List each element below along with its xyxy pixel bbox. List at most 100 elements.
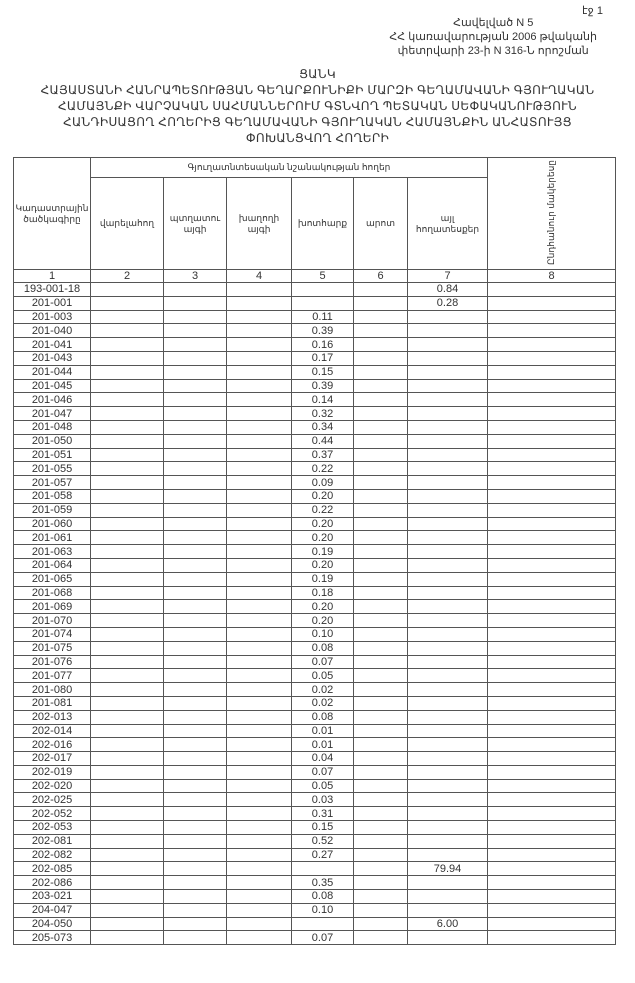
header-pasture: արոտ <box>353 177 408 270</box>
table-row: 201-055 0.22 <box>13 461 617 477</box>
annex-line: փետրվարի 23-ի N 316-Ն որոշման <box>397 45 589 57</box>
vineyard-cell <box>226 557 292 573</box>
table-row: 201-047 0.32 <box>13 406 617 421</box>
cadastral-code-cell: 202-013 <box>13 709 91 725</box>
other-land-cell <box>406 806 489 822</box>
header-hayfield: խոտհարք <box>291 177 354 270</box>
arable-cell <box>90 820 164 835</box>
cadastral-code-cell: 202-025 <box>13 792 91 808</box>
vineyard-cell <box>226 613 292 628</box>
other-land-cell <box>406 433 489 449</box>
cadastral-code-cell: 202-020 <box>13 778 91 794</box>
arable-cell <box>90 516 164 532</box>
arable-cell <box>90 916 164 932</box>
other-land-cell <box>406 902 489 918</box>
other-land-cell <box>406 613 489 628</box>
other-land-cell <box>406 640 489 656</box>
header-total-area: Ընդհանուր մակերեսը <box>487 157 617 270</box>
table-row: 201-068 0.18 <box>13 585 617 601</box>
cadastral-code-cell: 204-047 <box>13 902 91 918</box>
arable-cell <box>90 337 164 352</box>
cadastral-code-cell: 201-075 <box>13 640 91 656</box>
column-number: 8 <box>487 269 617 283</box>
cadastral-code-cell: 201-069 <box>13 599 91 615</box>
vineyard-cell <box>226 930 292 946</box>
hayfield-cell: 0.10 <box>291 626 354 642</box>
cadastral-code-cell: 201-044 <box>13 364 91 380</box>
arable-cell <box>90 544 164 559</box>
vineyard-cell <box>226 323 292 339</box>
arable-cell <box>90 530 164 546</box>
cadastral-code-cell: 201-057 <box>13 475 91 490</box>
hayfield-cell: 0.37 <box>291 447 354 463</box>
other-land-cell <box>406 378 489 394</box>
vineyard-cell <box>226 461 292 477</box>
total-area-cell <box>487 488 617 504</box>
table-row: 201-046 0.14 <box>13 392 617 408</box>
hayfield-cell <box>291 861 354 877</box>
orchard-cell <box>163 861 227 877</box>
hayfield-cell: 0.18 <box>291 585 354 601</box>
vineyard-cell <box>226 364 292 380</box>
hayfield-cell <box>291 916 354 932</box>
table-row: 202-020 0.05 <box>13 778 617 794</box>
cadastral-code-cell: 201-048 <box>13 419 91 435</box>
total-area-cell <box>487 282 617 297</box>
table-row: 202-013 0.08 <box>13 709 617 725</box>
orchard-cell <box>163 778 227 794</box>
arable-cell <box>90 585 164 601</box>
arable-cell <box>90 668 164 684</box>
cadastral-code-cell: 203-021 <box>13 889 91 904</box>
arable-cell <box>90 475 164 490</box>
hayfield-cell: 0.14 <box>291 392 354 408</box>
table-row: 201-061 0.20 <box>13 530 617 546</box>
pasture-cell <box>353 447 408 463</box>
table-row: 201-081 0.02 <box>13 695 617 711</box>
orchard-cell <box>163 516 227 532</box>
other-land-cell <box>406 585 489 601</box>
table-row: 204-050 6.00 <box>13 916 617 932</box>
arable-cell <box>90 751 164 766</box>
vineyard-cell <box>226 737 292 753</box>
total-area-cell <box>487 475 617 490</box>
other-land-cell <box>406 833 489 849</box>
other-land-cell <box>406 889 489 904</box>
arable-cell <box>90 323 164 339</box>
cadastral-code-cell: 201-063 <box>13 544 91 559</box>
vineyard-cell <box>226 764 292 780</box>
hayfield-cell: 0.20 <box>291 613 354 628</box>
other-land-cell <box>406 392 489 408</box>
pasture-cell <box>353 544 408 559</box>
cadastral-code-cell: 202-086 <box>13 875 91 891</box>
arable-cell <box>90 626 164 642</box>
vineyard-cell <box>226 392 292 408</box>
title-line: ՓՈԽԱՆՑՎՈՂ ՀՈՂԵՐԻ <box>245 131 390 145</box>
vineyard-cell <box>226 530 292 546</box>
arable-cell <box>90 309 164 325</box>
total-area-cell <box>487 571 617 587</box>
vineyard-cell <box>226 309 292 325</box>
table-row: 202-052 0.31 <box>13 806 617 822</box>
total-area-cell <box>487 309 617 325</box>
arable-cell <box>90 695 164 711</box>
cadastral-code-cell: 201-059 <box>13 502 91 518</box>
vineyard-cell <box>226 847 292 863</box>
header-cadastral-code: Կադաստրային ծածկագիրը <box>13 157 91 270</box>
pasture-cell <box>353 530 408 546</box>
pasture-cell <box>353 764 408 780</box>
orchard-cell <box>163 447 227 463</box>
hayfield-cell: 0.04 <box>291 751 354 766</box>
vineyard-cell <box>226 350 292 366</box>
cadastral-code-cell: 201-077 <box>13 668 91 684</box>
cadastral-code-cell: 202-085 <box>13 861 91 877</box>
hayfield-cell: 0.07 <box>291 930 354 946</box>
title-line: ՀԱՅԱՍՏԱՆԻ ՀԱՆՐԱՊԵՏՈՒԹՅԱՆ ԳԵՂԱՐՔՈՒՆԻՔԻ ՄԱ… <box>40 83 595 97</box>
title-line: ՀԱՆԴԻՍԱՑՈՂ ՀՈՂԵՐԻՑ ԳԵՂԱՄԱՎԱՆԻ ԳՅՈՒՂԱԿԱՆ … <box>63 115 572 129</box>
vineyard-cell <box>226 406 292 421</box>
cadastral-code-cell: 201-047 <box>13 406 91 421</box>
table-row: 201-059 0.22 <box>13 502 617 518</box>
pasture-cell <box>353 406 408 421</box>
other-land-cell <box>406 875 489 891</box>
pasture-cell <box>353 433 408 449</box>
total-area-cell <box>487 295 617 311</box>
